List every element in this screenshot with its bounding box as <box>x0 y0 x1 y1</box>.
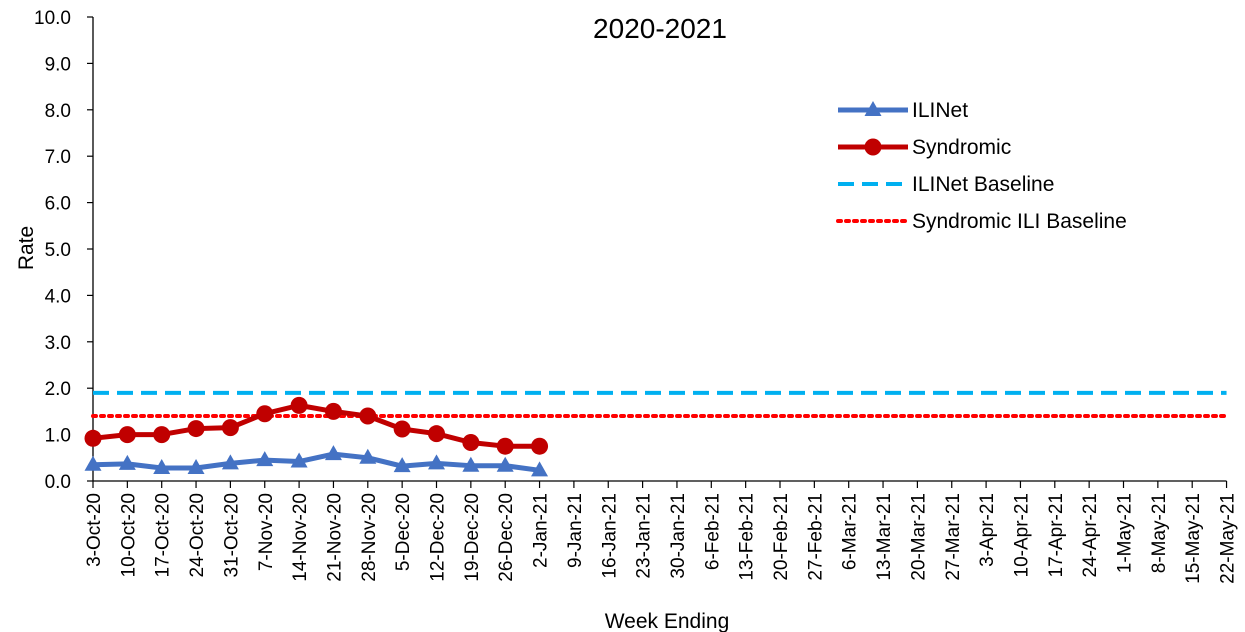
x-tick-label: 13-Mar-21 <box>874 493 895 581</box>
legend-marker <box>864 101 882 116</box>
point-ilinet <box>153 459 171 475</box>
x-tick-label: 6-Mar-21 <box>840 493 861 570</box>
y-tick-label: 3.0 <box>45 333 71 354</box>
x-tick-label: 20-Mar-21 <box>908 493 929 581</box>
x-tick-label: 31-Oct-20 <box>221 493 242 577</box>
x-axis-title: Week Ending <box>605 610 730 632</box>
series-ilinet <box>84 445 549 477</box>
point-ilinet <box>221 454 239 470</box>
y-tick-label: 1.0 <box>45 426 71 447</box>
point-syndromic <box>118 426 136 444</box>
point-syndromic <box>256 405 274 423</box>
point-ilinet <box>428 454 445 470</box>
x-tick-label: 24-Apr-21 <box>1080 493 1101 578</box>
point-ilinet <box>84 455 102 471</box>
x-tick-label: 12-Dec-20 <box>428 493 449 582</box>
point-syndromic <box>290 396 308 414</box>
x-tick-label: 26-Dec-20 <box>496 493 517 582</box>
series-line-ilinet <box>92 451 540 473</box>
x-tick-label: 8-May-21 <box>1149 493 1170 573</box>
legend-label: ILINet Baseline <box>912 173 1054 196</box>
x-tick-label: 7-Nov-20 <box>256 493 277 571</box>
point-syndromic <box>153 426 171 444</box>
x-tick-label: 20-Feb-21 <box>771 493 792 581</box>
chart-title: 2020-2021 <box>593 13 727 44</box>
point-ilinet <box>531 461 549 477</box>
point-ilinet <box>256 451 274 467</box>
x-tick-label: 14-Nov-20 <box>290 493 311 582</box>
point-syndromic <box>324 402 342 420</box>
x-tick-label: 23-Jan-21 <box>634 493 655 579</box>
x-tick-label: 30-Jan-21 <box>668 493 689 579</box>
x-tick-label: 17-Apr-21 <box>1046 493 1067 578</box>
series-layer <box>84 390 1229 477</box>
y-tick-label: 10.0 <box>34 8 71 29</box>
x-tick-label: 1-May-21 <box>1115 493 1136 573</box>
point-ilinet <box>393 457 411 473</box>
point-syndromic <box>187 420 205 438</box>
y-tick-label: 7.0 <box>45 147 71 168</box>
y-tick-label: 4.0 <box>45 286 71 307</box>
y-tick-label: 8.0 <box>45 101 71 122</box>
x-tick-label: 9-Jan-21 <box>565 493 586 568</box>
x-tick-label: 6-Feb-21 <box>702 493 723 570</box>
point-syndromic <box>496 437 514 455</box>
point-syndromic <box>221 419 239 437</box>
x-tick-label: 15-May-21 <box>1183 493 1204 584</box>
point-ilinet <box>324 445 342 461</box>
point-syndromic <box>393 420 411 438</box>
x-tick-label: 16-Jan-21 <box>599 493 620 579</box>
series-syndromic <box>84 396 549 455</box>
point-ilinet <box>290 452 308 468</box>
legend-item-ilinet: ILINet <box>838 99 968 122</box>
point-ilinet <box>359 448 377 464</box>
x-tick-label: 22-May-21 <box>1218 493 1239 584</box>
point-ilinet <box>187 459 205 475</box>
x-tick-label: 3-Oct-20 <box>84 493 105 567</box>
legend-item-syndromic-ili-baseline: Syndromic ILI Baseline <box>836 210 1127 233</box>
legend-item-ilinet-baseline: ILINet Baseline <box>838 173 1054 196</box>
legend-label: Syndromic ILI Baseline <box>912 210 1127 233</box>
x-tick-label: 27-Mar-21 <box>943 493 964 581</box>
point-ilinet <box>462 456 480 472</box>
x-tick-label: 3-Apr-21 <box>977 493 998 567</box>
x-tick-label: 2-Jan-21 <box>531 493 552 568</box>
legend-marker <box>864 138 882 156</box>
point-ilinet <box>118 454 136 470</box>
x-tick-label: 27-Feb-21 <box>805 493 826 581</box>
point-ilinet <box>496 456 514 472</box>
legend-label: ILINet <box>912 99 968 122</box>
legend-label: Syndromic <box>912 136 1011 159</box>
point-syndromic <box>428 425 445 443</box>
y-tick-label: 0.0 <box>45 472 71 493</box>
point-syndromic <box>531 437 549 455</box>
point-syndromic <box>462 433 480 451</box>
x-tick-label: 10-Apr-21 <box>1011 493 1032 578</box>
x-tick-label: 10-Oct-20 <box>118 493 139 577</box>
x-tick-label: 13-Feb-21 <box>737 493 758 581</box>
x-tick-label: 5-Dec-20 <box>393 493 414 571</box>
x-tick-label: 17-Oct-20 <box>153 493 174 577</box>
x-tick-label: 21-Nov-20 <box>324 493 345 582</box>
y-tick-label: 5.0 <box>45 240 71 261</box>
point-syndromic <box>359 407 377 425</box>
legend-item-syndromic: Syndromic <box>838 136 1011 159</box>
legend: ILINet Syndromic ILINet Baseline Syndromic … <box>836 99 1127 233</box>
x-axis-ticks: 3-Oct-20 10-Oct-20 17-Oct-20 24-Oct-20 31-Oc… <box>84 481 1239 584</box>
x-tick-label: 28-Nov-20 <box>359 493 380 582</box>
point-syndromic <box>84 429 102 447</box>
y-axis-title: Rate <box>15 226 38 270</box>
y-tick-label: 9.0 <box>45 54 71 75</box>
x-tick-label: 24-Oct-20 <box>187 493 208 577</box>
y-axis-ticks: 0.0 1.0 2.0 3.0 4.0 5.0 6.0 7.0 8.0 9.0 10.0 <box>34 8 93 493</box>
x-tick-label: 19-Dec-20 <box>462 493 483 582</box>
y-tick-label: 6.0 <box>45 194 71 215</box>
y-tick-label: 2.0 <box>45 379 71 400</box>
